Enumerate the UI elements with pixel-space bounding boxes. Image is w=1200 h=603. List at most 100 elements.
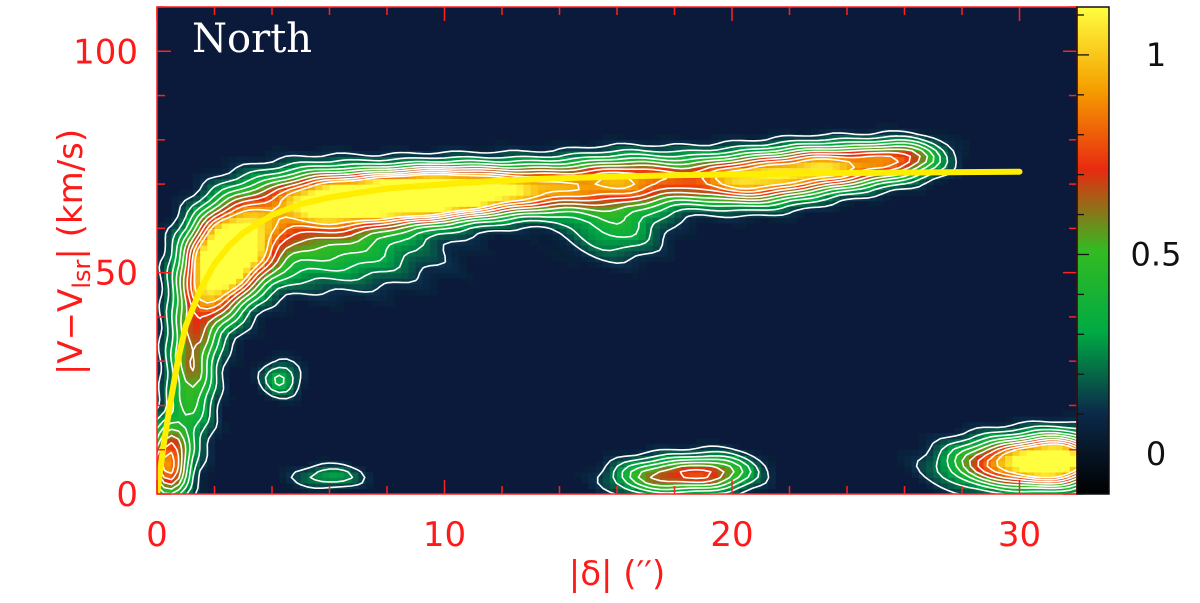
heatmap-cell bbox=[221, 261, 230, 268]
heatmap-cell bbox=[789, 211, 798, 218]
heatmap-cell bbox=[394, 244, 402, 252]
heatmap-cell bbox=[444, 228, 453, 235]
heatmap-cell bbox=[200, 355, 208, 362]
heatmap-cell bbox=[573, 471, 582, 478]
heatmap-cell bbox=[221, 217, 230, 224]
heatmap-cell bbox=[847, 156, 855, 163]
heatmap-cell bbox=[358, 256, 367, 263]
heatmap-cell bbox=[236, 361, 244, 368]
heatmap-cell bbox=[192, 322, 201, 329]
heatmap-cell bbox=[1033, 449, 1042, 456]
heatmap-cell bbox=[272, 311, 280, 318]
heatmap-cell bbox=[207, 460, 216, 467]
heatmap-cell bbox=[192, 482, 201, 490]
heatmap-cell bbox=[602, 134, 611, 141]
heatmap-cell bbox=[200, 488, 208, 494]
heatmap-cell bbox=[300, 372, 309, 379]
heatmap-cell bbox=[990, 455, 999, 462]
heatmap-cell bbox=[185, 466, 194, 473]
heatmap-cell bbox=[947, 139, 956, 146]
heatmap-cell bbox=[451, 200, 460, 207]
heatmap-cell bbox=[602, 167, 611, 174]
heatmap-cell bbox=[379, 244, 388, 252]
heatmap-cell bbox=[839, 178, 848, 185]
heatmap-cell bbox=[509, 184, 517, 191]
heatmap-cell bbox=[523, 222, 532, 229]
heatmap-cell bbox=[422, 250, 431, 257]
heatmap-cell bbox=[178, 289, 187, 296]
heatmap-cell bbox=[609, 161, 618, 169]
heatmap-cell bbox=[185, 344, 194, 351]
heatmap-cell bbox=[1005, 482, 1013, 490]
heatmap-cell bbox=[178, 217, 187, 224]
heatmap-cell bbox=[652, 200, 661, 207]
heatmap-cell bbox=[387, 294, 395, 301]
heatmap-cell bbox=[437, 272, 446, 279]
heatmap-cell bbox=[696, 455, 704, 462]
heatmap-cell bbox=[990, 488, 999, 494]
heatmap-cell bbox=[293, 261, 302, 268]
heatmap-cell bbox=[681, 444, 690, 451]
heatmap-cell bbox=[307, 222, 316, 229]
heatmap-cell bbox=[466, 228, 474, 235]
heatmap-cell bbox=[962, 156, 970, 163]
heatmap-cell bbox=[387, 206, 395, 213]
heatmap-cell bbox=[257, 289, 266, 296]
heatmap-cell bbox=[286, 211, 295, 218]
heatmap-cell bbox=[609, 261, 618, 268]
heatmap-cell bbox=[588, 239, 597, 246]
heatmap-cell bbox=[250, 189, 259, 196]
heatmap-cell bbox=[466, 200, 474, 207]
heatmap-cell bbox=[300, 471, 309, 478]
heatmap-cell bbox=[307, 482, 316, 490]
heatmap-cell bbox=[207, 422, 216, 429]
heatmap-cell bbox=[286, 388, 295, 395]
heatmap-cell bbox=[753, 139, 762, 146]
heatmap-cell bbox=[422, 233, 431, 241]
heatmap-cell bbox=[272, 283, 280, 290]
heatmap-cell bbox=[523, 145, 532, 152]
heatmap-cell bbox=[171, 195, 180, 202]
heatmap-cell bbox=[293, 366, 302, 373]
heatmap-cell bbox=[1033, 416, 1042, 423]
heatmap-cell bbox=[617, 455, 625, 462]
heatmap-cell bbox=[918, 184, 927, 191]
heatmap-cell bbox=[624, 217, 632, 224]
heatmap-cell bbox=[954, 139, 963, 146]
heatmap-cell bbox=[696, 460, 704, 467]
heatmap-cell bbox=[415, 256, 424, 263]
heatmap-cell bbox=[358, 466, 367, 473]
heatmap-cell bbox=[581, 228, 589, 235]
heatmap-cell bbox=[214, 233, 223, 241]
heatmap-cell bbox=[552, 217, 561, 224]
heatmap-cell bbox=[437, 261, 446, 268]
heatmap-cell bbox=[307, 178, 316, 185]
heatmap-cell bbox=[1048, 460, 1057, 467]
heatmap-cell bbox=[1026, 416, 1035, 423]
heatmap-cell bbox=[688, 145, 697, 152]
heatmap-cell bbox=[236, 311, 244, 318]
heatmap-cell bbox=[192, 267, 201, 274]
heatmap-cell bbox=[595, 228, 604, 235]
heatmap-cell bbox=[157, 383, 165, 390]
heatmap-cell bbox=[753, 195, 762, 202]
heatmap-cell bbox=[379, 256, 388, 263]
heatmap-cell bbox=[192, 173, 201, 180]
heatmap-cell bbox=[559, 189, 568, 196]
heatmap-cell bbox=[401, 261, 410, 268]
heatmap-cell bbox=[315, 294, 323, 301]
heatmap-cell bbox=[624, 156, 632, 163]
heatmap-cell bbox=[602, 211, 611, 218]
heatmap-cell bbox=[286, 399, 295, 407]
heatmap-cell bbox=[789, 134, 798, 141]
heatmap-cell bbox=[157, 261, 165, 268]
heatmap-cell bbox=[732, 206, 740, 213]
y-axis-title-subscript: lsr bbox=[68, 260, 96, 289]
heatmap-cell bbox=[509, 233, 517, 241]
heatmap-cell bbox=[803, 139, 812, 146]
heatmap-cell bbox=[264, 394, 273, 401]
heatmap-cell bbox=[724, 200, 733, 207]
heatmap-cell bbox=[710, 460, 719, 467]
heatmap-cell bbox=[710, 466, 719, 473]
heatmap-cell bbox=[351, 184, 359, 191]
